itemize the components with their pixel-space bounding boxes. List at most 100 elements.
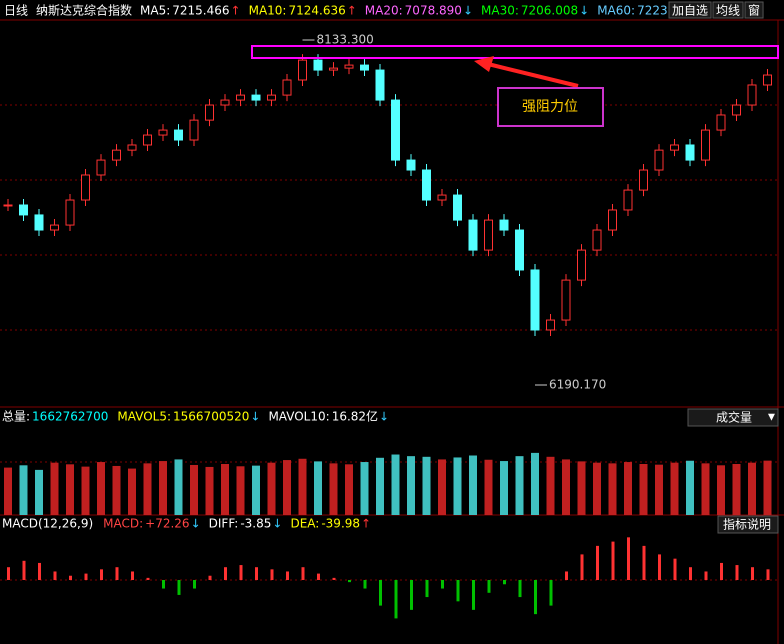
volume-bar <box>717 465 725 515</box>
volume-bar <box>128 468 136 515</box>
macd-bars <box>7 537 770 619</box>
candle-body <box>127 144 137 151</box>
trend-arrow: ↓ <box>579 4 589 18</box>
volume-bar <box>655 464 663 515</box>
candle-body <box>685 144 695 161</box>
indicator-value: 7215.466 <box>172 4 229 18</box>
indicator-label: MA30: <box>481 4 519 18</box>
candle-body <box>360 64 369 71</box>
low-label: 6190.170 <box>549 378 606 392</box>
top-bar: 日线 纳斯达克综合指数 MA5: 7215.466 ↑ MA10: 7124.636 ↑ MA2… <box>4 1 764 19</box>
candle-body <box>313 59 323 71</box>
candle-body <box>205 104 214 121</box>
candle-body <box>561 279 571 321</box>
candle-body <box>143 134 152 146</box>
indicator-button-label[interactable]: 指标说明 <box>723 517 771 532</box>
volume-bar <box>639 464 648 515</box>
index-title: 纳斯达克综合指数 <box>36 3 132 18</box>
volume-bar <box>577 461 586 515</box>
macd-bar <box>146 577 150 580</box>
volume-bar <box>422 456 431 515</box>
indicator-button-label[interactable]: 成交量 <box>716 410 752 425</box>
volume-bar <box>686 460 694 515</box>
arrow-shaft <box>487 62 579 88</box>
trend-arrow: ↑ <box>361 517 371 531</box>
volume-bar <box>438 459 446 515</box>
candle-body <box>422 169 431 201</box>
candle-body <box>608 209 617 231</box>
volume-bar <box>546 456 555 515</box>
volume-bar <box>252 465 260 515</box>
volume-bar <box>298 458 307 515</box>
macd-bar <box>394 580 398 619</box>
macd-bar <box>193 580 196 589</box>
dropdown-arrow[interactable]: ▼ <box>768 413 775 423</box>
indicator-label: 总量: <box>2 410 30 424</box>
indicator-label: MAVOL10: <box>268 410 329 424</box>
toolbar-button-label[interactable]: 窗 <box>748 4 760 18</box>
volume-bar <box>484 459 493 515</box>
candle-body <box>716 114 726 131</box>
macd-bar <box>7 567 10 580</box>
macd-bar <box>425 580 429 598</box>
macd-bar <box>53 571 57 580</box>
resistance-box <box>251 45 779 59</box>
candle-body <box>174 129 183 141</box>
macd-bar <box>658 554 661 580</box>
volume-bar <box>97 462 105 515</box>
macd-bar <box>410 580 413 610</box>
indicator-label: MA10: <box>249 4 287 18</box>
macd-bar <box>177 580 181 595</box>
annotation-box <box>497 87 604 127</box>
macd-bar <box>503 580 506 585</box>
macd-bar <box>642 545 646 580</box>
candle-body <box>577 249 586 281</box>
trend-arrow: ↓ <box>250 410 260 424</box>
macd-bar <box>301 567 305 580</box>
candle-body <box>592 229 602 251</box>
macd-bar <box>580 554 584 580</box>
candle-body <box>251 94 261 101</box>
candle-body <box>3 204 13 207</box>
candle-body <box>189 119 199 141</box>
candle-body <box>236 94 245 101</box>
candle-body <box>96 159 106 176</box>
macd-bar <box>596 545 599 580</box>
toolbar-button[interactable] <box>744 1 764 19</box>
candle-body <box>453 194 462 221</box>
volume-bar <box>531 452 539 515</box>
arrow-head <box>474 56 494 72</box>
volume-bar <box>608 463 617 515</box>
volume-bar <box>205 466 214 515</box>
volume-bar <box>701 463 710 515</box>
toolbar-button-label[interactable]: 加自选 <box>672 4 708 18</box>
candle-body <box>220 99 230 106</box>
indicator-button[interactable] <box>687 408 779 427</box>
macd-bar <box>379 580 382 606</box>
volume-bar <box>50 462 59 515</box>
volume-bar <box>376 457 384 515</box>
candle-body <box>81 174 90 201</box>
indicator-button[interactable] <box>717 515 779 534</box>
trend-arrow: ↓ <box>379 410 389 424</box>
indicator-label: MA5: <box>140 4 170 18</box>
indicator-value: 7078.890 <box>405 4 462 18</box>
toolbar-button-label[interactable]: 均线 <box>716 4 740 18</box>
candle-body <box>391 99 400 161</box>
toolbar-button[interactable] <box>712 1 744 19</box>
candle-body <box>298 59 307 81</box>
period: 日线 <box>4 4 28 18</box>
indicator-value: +72.26 <box>145 517 189 531</box>
macd-header: MACD(12,26,9) MACD: +72.26 ↓ DIFF: -3.85 ↓ DEA:… <box>2 515 779 534</box>
candle-body <box>158 129 168 136</box>
volume-bar <box>329 463 338 515</box>
candle-body <box>19 204 28 216</box>
macd-bar <box>363 580 367 589</box>
candle-body <box>484 219 493 251</box>
candle-body <box>499 219 509 231</box>
macd-bar <box>255 567 258 580</box>
trend-arrow: ↑ <box>231 4 241 18</box>
toolbar-button[interactable] <box>668 1 712 19</box>
